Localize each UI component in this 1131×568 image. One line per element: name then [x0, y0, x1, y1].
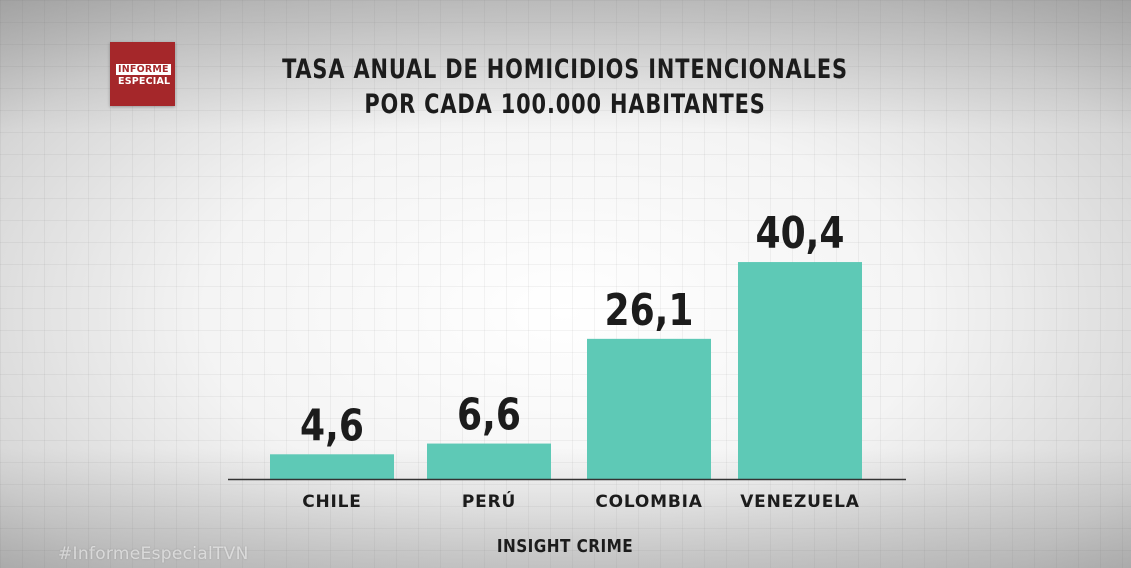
bar-chile — [270, 454, 394, 479]
bar-venezuela — [738, 262, 862, 479]
category-label: PERÚ — [462, 490, 516, 512]
value-label: 6,6 — [457, 390, 521, 440]
bar-perú — [427, 443, 551, 479]
chart-title-line-1: TASA ANUAL DE HOMICIDIOS INTENCIONALES — [282, 54, 848, 85]
hashtag-watermark: #InformeEspecialTVN — [58, 544, 249, 564]
source-label: INSIGHT CRIME — [496, 536, 634, 557]
category-label: CHILE — [302, 492, 361, 512]
value-label: 4,6 — [300, 401, 364, 451]
bar-colombia — [587, 338, 711, 479]
informe-especial-logo: INFORME ESPECIAL — [110, 42, 175, 106]
logo-line-2: ESPECIAL — [118, 76, 171, 87]
logo-line-1: INFORME — [116, 64, 171, 75]
chart-title-line-2: POR CADA 100.000 HABITANTES — [364, 89, 766, 120]
category-label: VENEZUELA — [740, 492, 860, 512]
chart-title: TASA ANUAL DE HOMICIDIOS INTENCIONALES P… — [264, 52, 866, 122]
category-label: COLOMBIA — [595, 492, 702, 512]
value-label: 26,1 — [605, 285, 694, 335]
value-label: 40,4 — [756, 209, 845, 259]
